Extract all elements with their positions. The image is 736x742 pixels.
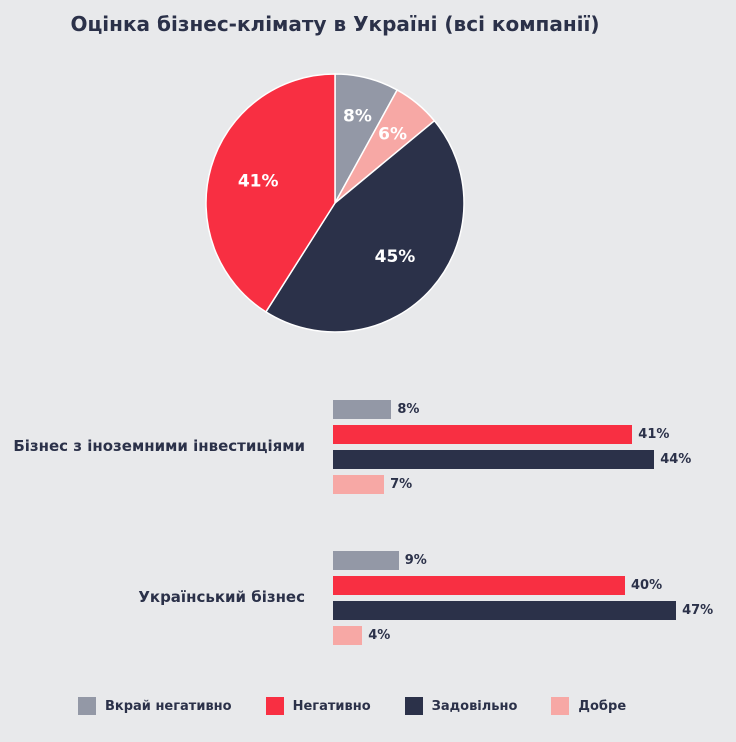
chart-title: Оцінка бізнес-клімату в Україні (всі ком… xyxy=(70,12,600,36)
bar-value-label: 7% xyxy=(390,477,413,492)
bar-value-label: 9% xyxy=(404,553,427,568)
legend-label: Добре xyxy=(578,698,627,714)
bar xyxy=(333,425,633,444)
pie-slice-label: 6% xyxy=(378,124,407,144)
bar-value-label: 40% xyxy=(631,578,663,593)
bar-value-label: 47% xyxy=(682,603,714,618)
legend-item: Негативно xyxy=(265,697,371,715)
bar xyxy=(333,475,385,494)
legend: Вкрай негативно Негативно Задовільно Добре xyxy=(78,697,660,715)
bar xyxy=(333,400,392,419)
bar xyxy=(333,450,655,469)
pie-slice-label: 45% xyxy=(375,247,416,267)
legend-swatch xyxy=(551,697,570,715)
pie-slice xyxy=(264,119,465,333)
bar-group-label: Бізнес з іноземними інвестиціями xyxy=(13,436,305,455)
pie-slice-label: 41% xyxy=(238,172,279,192)
bar xyxy=(333,551,399,570)
bar-value-label: 4% xyxy=(368,628,391,643)
legend-swatch xyxy=(404,697,423,715)
legend-label: Вкрай негативно xyxy=(105,698,232,714)
pie-slice xyxy=(205,73,336,313)
legend-item: Задовільно xyxy=(404,697,518,715)
legend-item: Добре xyxy=(551,697,626,715)
bar xyxy=(333,576,625,595)
legend-label: Негативно xyxy=(292,698,371,714)
bar-value-label: 44% xyxy=(660,452,692,467)
pie-slice-label: 8% xyxy=(343,107,372,127)
bar-value-label: 41% xyxy=(638,427,670,442)
legend-item: Вкрай негативно xyxy=(78,697,232,715)
bar xyxy=(333,601,677,620)
bar-value-label: 8% xyxy=(397,402,420,417)
bar xyxy=(333,626,363,645)
legend-swatch xyxy=(78,697,96,715)
bar-group-label: Український бізнес xyxy=(138,587,305,606)
legend-label: Задовільно xyxy=(431,698,518,714)
pie-chart: 8% 6% 45% 41% xyxy=(205,73,465,333)
legend-swatch xyxy=(265,697,284,715)
